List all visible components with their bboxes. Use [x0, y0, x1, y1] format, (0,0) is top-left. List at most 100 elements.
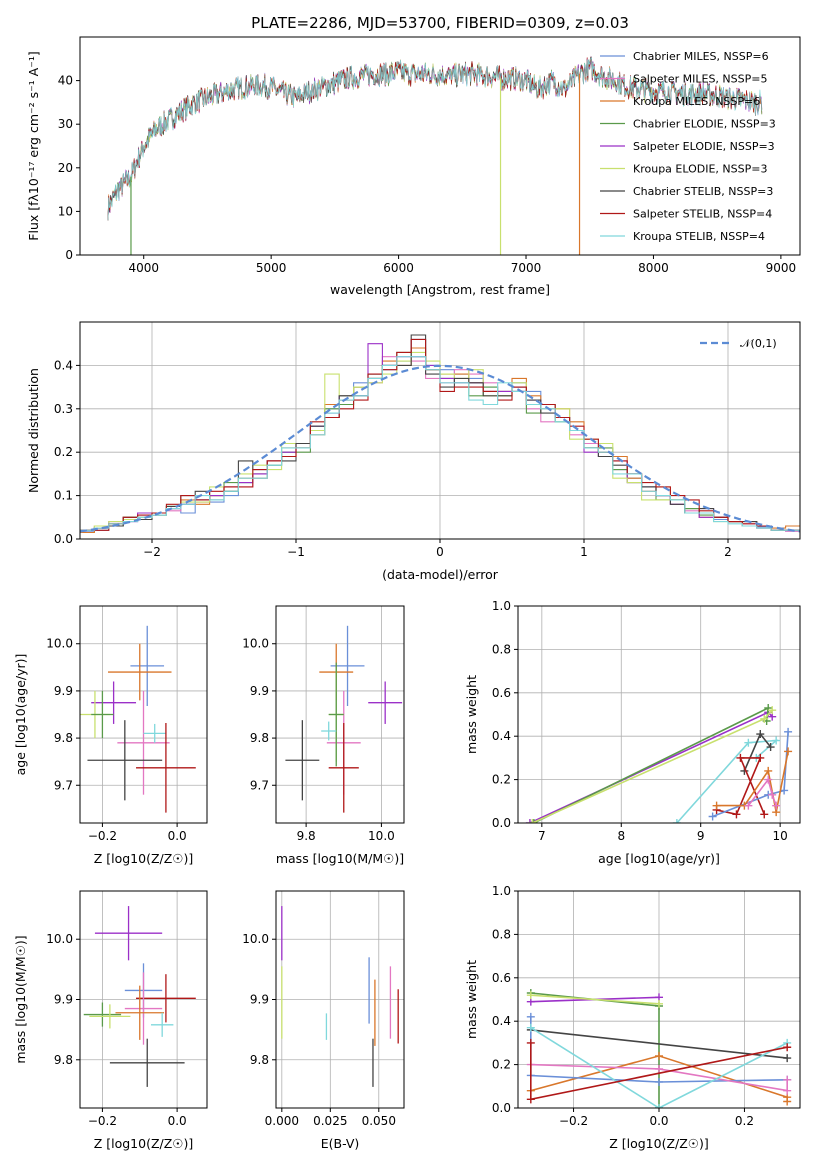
y-tick-label: 9.8 — [54, 731, 73, 745]
y-tick-label: 0.2 — [492, 1058, 511, 1072]
normal-curve — [80, 364, 800, 533]
weight-marker-6-0 — [708, 812, 717, 821]
y-tick-label: 10 — [58, 204, 73, 218]
weight-marker-5-2 — [756, 753, 765, 762]
y-tick-label: 9.9 — [250, 684, 269, 698]
y-tick-label: 10.0 — [242, 637, 269, 651]
weight-marker-4-1 — [655, 1051, 663, 1060]
weight-line-3 — [530, 1029, 788, 1059]
x-tick-label: 7 — [538, 829, 546, 843]
plot-1 — [80, 322, 800, 540]
weight-marker-6-3 — [783, 1075, 792, 1084]
weight-marker-7-0 — [526, 1023, 535, 1032]
plot-3 — [276, 606, 404, 823]
weight-marker-2-2 — [768, 706, 777, 715]
x-tick-label: 0.2 — [735, 1114, 754, 1128]
errorbars-5 — [83, 906, 196, 1087]
x-axis-label: age [log10(age/yr)] — [598, 851, 720, 866]
legend-entry: Chabrier STELIB, NSSP=3 — [633, 185, 773, 198]
histogram-8 — [80, 356, 800, 531]
x-axis-label: Z [log10(Z/Z☉)] — [94, 1136, 194, 1151]
y-tick-label: 0.4 — [492, 729, 511, 743]
y-tick-label: 0.3 — [54, 402, 73, 416]
y-tick-label: 9.8 — [250, 1053, 269, 1067]
x-tick-label: 5000 — [256, 261, 287, 275]
y-tick-label: 10.0 — [46, 932, 73, 946]
axes-frame — [79, 605, 208, 824]
y-axis-label: Flux [fλ10⁻¹⁷ erg cm⁻² s⁻¹ A⁻¹] — [26, 51, 41, 240]
x-tick-label: −1 — [287, 545, 305, 559]
y-tick-label: 9.9 — [54, 684, 73, 698]
y-tick-label: 1.0 — [492, 884, 511, 898]
x-tick-label: 10.0 — [368, 829, 395, 843]
weight-marker-8-2 — [783, 1043, 792, 1052]
weight-marker-5-1 — [732, 810, 741, 819]
y-axis-label: mass weight — [464, 675, 479, 754]
x-tick-label: 4000 — [128, 261, 159, 275]
y-tick-label: 9.9 — [54, 993, 73, 1007]
weight-marker-3-1 — [783, 1054, 792, 1063]
weight-marker-5-0 — [526, 1012, 535, 1021]
weight-marker-4-1 — [756, 730, 765, 739]
legend-entry: Chabrier ELODIE, NSSP=3 — [633, 118, 776, 131]
x-tick-label: 0.050 — [362, 1114, 396, 1128]
weight-marker-8-0 — [744, 801, 753, 810]
x-tick-label: −0.2 — [559, 1114, 588, 1128]
plot-4 — [518, 605, 800, 824]
weight-marker-8-1 — [764, 775, 773, 784]
weight-marker-7-4 — [784, 747, 793, 756]
weight-line-7 — [716, 751, 789, 813]
weight-marker-2-0 — [526, 991, 535, 1000]
errorbars-2 — [80, 625, 196, 813]
spectrum-line-8 — [107, 57, 763, 221]
y-tick-label: 1.0 — [492, 599, 511, 613]
weight-marker-5-4 — [760, 810, 769, 819]
y-tick-label: 0.6 — [492, 971, 511, 985]
spectrum-lines — [107, 55, 763, 255]
y-tick-label: 0.1 — [54, 489, 73, 503]
legend-entry: Chabrier MILES, NSSP=6 — [633, 50, 769, 63]
weight-marker-5-3 — [736, 753, 745, 762]
x-tick-label: 6000 — [383, 261, 414, 275]
weight-marker-1-0 — [529, 819, 538, 823]
x-tick-label: 10 — [773, 829, 788, 843]
weight-marker-6-2 — [783, 1086, 792, 1095]
weight-marker-6-2 — [780, 786, 789, 795]
weight-marker-4-3 — [783, 1097, 792, 1106]
axes-frame — [79, 36, 801, 256]
y-tick-label: 20 — [58, 161, 73, 175]
weight-marker-4-2 — [766, 743, 775, 752]
x-tick-label: 0 — [436, 545, 444, 559]
weight-line-2 — [530, 994, 660, 1005]
weight-marker-2-1 — [760, 714, 769, 723]
x-tick-label: 8 — [617, 829, 625, 843]
y-tick-label: 0.2 — [492, 773, 511, 787]
y-tick-label: 0.8 — [492, 642, 511, 656]
weight-line-7 — [530, 1027, 788, 1108]
x-axis-label: (data-model)/error — [382, 567, 499, 582]
x-tick-label: −0.2 — [88, 829, 117, 843]
weight-marker-7-0 — [712, 801, 721, 810]
legend-entry: Kroupa STELIB, NSSP=4 — [633, 230, 765, 243]
weight-line-1 — [530, 992, 660, 1108]
y-tick-label: 30 — [58, 117, 73, 131]
weight-line-3 — [676, 739, 779, 823]
errorbars-6 — [281, 906, 399, 1087]
legend-entry: 𝒩(0,1) — [740, 337, 777, 350]
x-tick-label: 8000 — [638, 261, 669, 275]
y-axis-label: age [log10(age/yr)] — [13, 654, 28, 776]
x-axis-label: E(B-V) — [321, 1136, 360, 1151]
x-tick-label: 0.0 — [168, 829, 187, 843]
x-axis-label: Z [log10(Z/Z☉)] — [609, 1136, 709, 1151]
y-tick-label: 0 — [65, 248, 73, 262]
x-tick-label: −2 — [143, 545, 161, 559]
plot-5 — [80, 891, 207, 1108]
y-tick-label: 0.2 — [54, 445, 73, 459]
weight-marker-2-1 — [655, 999, 663, 1008]
y-tick-label: 0.0 — [492, 1101, 511, 1115]
weight-marker-5-2 — [655, 1077, 663, 1086]
legend-entry: Salpeter ELODIE, NSSP=3 — [633, 140, 775, 153]
x-tick-label: 9 — [697, 829, 705, 843]
x-axis-label: Z [log10(Z/Z☉)] — [94, 851, 194, 866]
